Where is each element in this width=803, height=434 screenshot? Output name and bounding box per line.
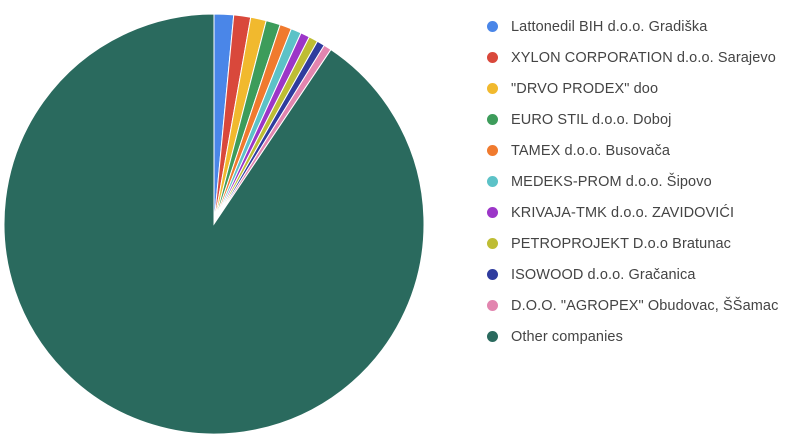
- legend-label: Other companies: [511, 328, 623, 345]
- legend-swatch-icon: [487, 331, 498, 342]
- legend-item: Lattonedil BIH d.o.o. Gradiška: [487, 11, 799, 42]
- legend-swatch-icon: [487, 238, 498, 249]
- legend-swatch-icon: [487, 83, 498, 94]
- legend-item: XYLON CORPORATION d.o.o. Sarajevo: [487, 42, 799, 73]
- legend-item: ISOWOOD d.o.o. Gračanica: [487, 259, 799, 290]
- legend-label: Lattonedil BIH d.o.o. Gradiška: [511, 18, 708, 35]
- legend-swatch-icon: [487, 207, 498, 218]
- legend-item: D.O.O. "AGROPEX" Obudovac, ŠŠamac: [487, 290, 799, 321]
- legend-label: MEDEKS-PROM d.o.o. Šipovo: [511, 173, 712, 190]
- chart-legend: Lattonedil BIH d.o.o. Gradiška XYLON CORP…: [487, 11, 799, 352]
- legend-swatch-icon: [487, 269, 498, 280]
- legend-swatch-icon: [487, 300, 498, 311]
- legend-label: TAMEX d.o.o. Busovača: [511, 142, 670, 159]
- legend-label: EURO STIL d.o.o. Doboj: [511, 111, 672, 128]
- legend-item: MEDEKS-PROM d.o.o. Šipovo: [487, 166, 799, 197]
- legend-item: Other companies: [487, 321, 799, 352]
- legend-swatch-icon: [487, 21, 498, 32]
- legend-item: PETROPROJEKT D.o.o Bratunac: [487, 228, 799, 259]
- legend-swatch-icon: [487, 145, 498, 156]
- pie-slice-10: [3, 13, 425, 434]
- legend-label: ISOWOOD d.o.o. Gračanica: [511, 266, 696, 283]
- legend-swatch-icon: [487, 114, 498, 125]
- legend-item: EURO STIL d.o.o. Doboj: [487, 104, 799, 135]
- legend-item: TAMEX d.o.o. Busovača: [487, 135, 799, 166]
- legend-label: "DRVO PRODEX" doo: [511, 80, 659, 97]
- legend-swatch-icon: [487, 52, 498, 63]
- legend-label: XYLON CORPORATION d.o.o. Sarajevo: [511, 49, 776, 66]
- legend-label: D.O.O. "AGROPEX" Obudovac, ŠŠamac: [511, 297, 779, 314]
- legend-item: "DRVO PRODEX" doo: [487, 73, 799, 104]
- legend-swatch-icon: [487, 176, 498, 187]
- legend-item: KRIVAJA-TMK d.o.o. ZAVIDOVIĆI: [487, 197, 799, 228]
- legend-label: KRIVAJA-TMK d.o.o. ZAVIDOVIĆI: [511, 204, 735, 221]
- legend-label: PETROPROJEKT D.o.o Bratunac: [511, 235, 732, 252]
